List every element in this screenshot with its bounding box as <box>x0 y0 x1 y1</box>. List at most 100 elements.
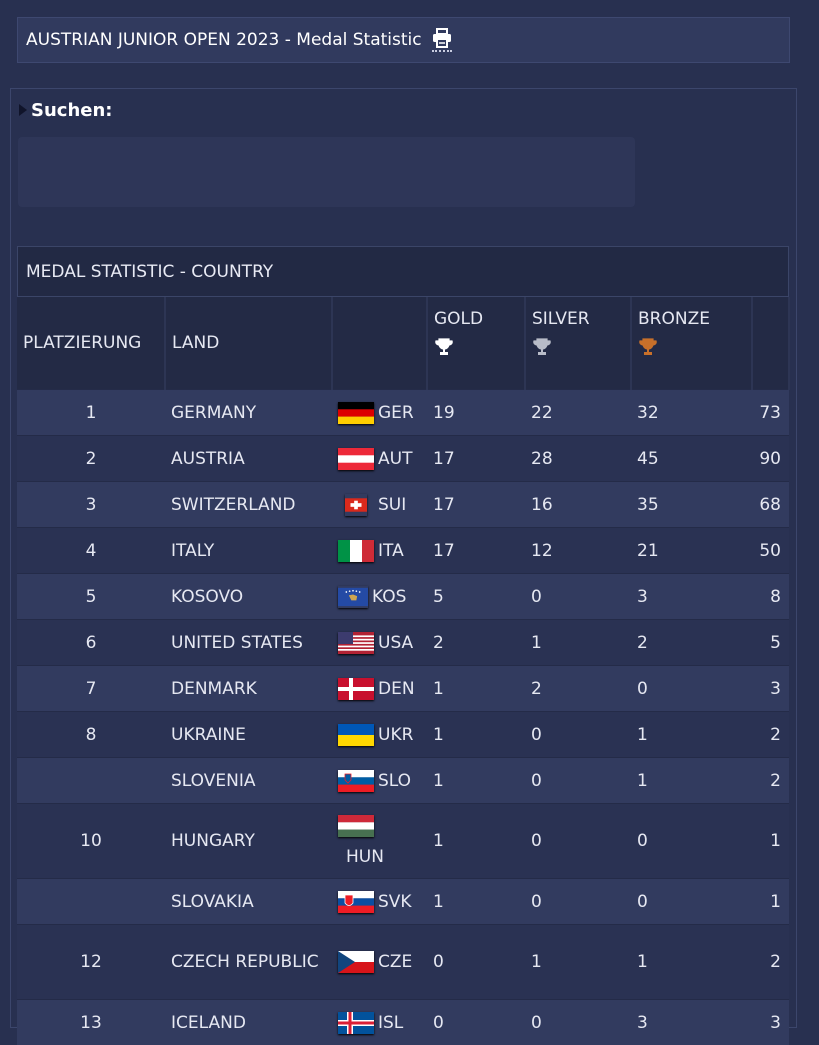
search-area[interactable] <box>18 137 635 207</box>
gold-cell: 1 <box>427 666 525 712</box>
total-cell: 2 <box>752 925 789 1000</box>
table-row: SLOVENIA SLO 1 0 1 2 <box>17 758 789 804</box>
table-row: 5 KOSOVO KOS 5 0 3 8 <box>17 574 789 620</box>
flag-cell: SUI <box>332 482 427 528</box>
gold-cell: 17 <box>427 528 525 574</box>
country-cell: UNITED STATES <box>165 620 332 666</box>
bronze-cell: 1 <box>631 925 752 1000</box>
flag-cell: KOS <box>332 574 427 620</box>
table-row: 1 GERMANY GER 19 22 32 73 <box>17 390 789 436</box>
czech-flag-icon <box>338 951 374 973</box>
silver-cell: 2 <box>525 666 631 712</box>
table-row: 3 SWITZERLAND SUI 17 16 35 68 <box>17 482 789 528</box>
rank-cell: 12 <box>17 925 165 1000</box>
country-code: AUT <box>378 449 412 469</box>
col-country-header[interactable]: LAND <box>165 297 332 390</box>
print-icon[interactable] <box>432 28 452 52</box>
country-code: KOS <box>372 587 406 607</box>
flag-cell: SVK <box>332 879 427 925</box>
col-gold-header[interactable]: GOLD <box>427 297 525 390</box>
country-code: HUN <box>338 847 421 867</box>
silver-cell: 0 <box>525 574 631 620</box>
flag-cell: ITA <box>332 528 427 574</box>
silver-header-label: SILVER <box>532 309 590 329</box>
total-cell: 2 <box>752 712 789 758</box>
hungary-flag-icon <box>338 815 374 837</box>
country-code: ISL <box>378 1013 403 1033</box>
gold-cell: 1 <box>427 758 525 804</box>
total-cell: 73 <box>752 390 789 436</box>
bronze-cell: 2 <box>631 620 752 666</box>
flag-cell: HUN <box>332 804 427 879</box>
search-label: Suchen: <box>31 100 112 121</box>
caret-right-icon <box>19 104 27 116</box>
rank-cell <box>17 758 165 804</box>
country-code: SLO <box>378 771 411 791</box>
total-cell: 50 <box>752 528 789 574</box>
country-code: ITA <box>378 541 404 561</box>
search-toggle[interactable]: Suchen: <box>19 100 112 121</box>
silver-cell: 0 <box>525 712 631 758</box>
gold-cell: 5 <box>427 574 525 620</box>
total-cell: 3 <box>752 1000 789 1045</box>
country-cell: SLOVENIA <box>165 758 332 804</box>
switzerland-flag-icon <box>345 494 367 516</box>
gold-cell: 1 <box>427 712 525 758</box>
rank-cell: 8 <box>17 712 165 758</box>
total-cell: 5 <box>752 620 789 666</box>
country-cell: ITALY <box>165 528 332 574</box>
country-cell: KOSOVO <box>165 574 332 620</box>
table-row: 12 CZECH REPUBLIC CZE 0 1 1 2 <box>17 925 789 1000</box>
gold-cell: 17 <box>427 436 525 482</box>
rank-cell: 10 <box>17 804 165 879</box>
table-row: 7 DENMARK DEN 1 2 0 3 <box>17 666 789 712</box>
bronze-cell: 35 <box>631 482 752 528</box>
total-cell: 1 <box>752 804 789 879</box>
total-cell: 3 <box>752 666 789 712</box>
flag-cell: USA <box>332 620 427 666</box>
bronze-cell: 1 <box>631 758 752 804</box>
page-title-bar: AUSTRIAN JUNIOR OPEN 2023 - Medal Statis… <box>17 17 790 63</box>
total-cell: 8 <box>752 574 789 620</box>
denmark-flag-icon <box>338 678 374 700</box>
country-code: GER <box>378 403 414 423</box>
bronze-cell: 0 <box>631 804 752 879</box>
bronze-cell: 0 <box>631 879 752 925</box>
slovakia-flag-icon <box>338 891 374 913</box>
silver-cell: 28 <box>525 436 631 482</box>
gold-header-label: GOLD <box>434 309 483 329</box>
rank-cell: 3 <box>17 482 165 528</box>
usa-flag-icon <box>338 632 374 654</box>
total-cell: 68 <box>752 482 789 528</box>
gold-cell: 19 <box>427 390 525 436</box>
country-code: CZE <box>378 952 412 972</box>
total-cell: 1 <box>752 879 789 925</box>
table-header-row: PLATZIERUNG LAND GOLD SILVER BRONZE <box>17 297 789 390</box>
col-bronze-header[interactable]: BRONZE <box>631 297 752 390</box>
italy-flag-icon <box>338 540 374 562</box>
country-code: DEN <box>378 679 415 699</box>
rank-cell: 13 <box>17 1000 165 1045</box>
bronze-trophy-icon <box>638 337 658 357</box>
austria-flag-icon <box>338 448 374 470</box>
table-row: 2 AUSTRIA AUT 17 28 45 90 <box>17 436 789 482</box>
rank-cell: 1 <box>17 390 165 436</box>
bronze-cell: 0 <box>631 666 752 712</box>
country-code: SVK <box>378 892 412 912</box>
total-cell: 90 <box>752 436 789 482</box>
silver-cell: 16 <box>525 482 631 528</box>
country-cell: SWITZERLAND <box>165 482 332 528</box>
col-silver-header[interactable]: SILVER <box>525 297 631 390</box>
country-cell: SLOVAKIA <box>165 879 332 925</box>
silver-cell: 0 <box>525 879 631 925</box>
gold-cell: 17 <box>427 482 525 528</box>
flag-cell: SLO <box>332 758 427 804</box>
flag-cell: AUT <box>332 436 427 482</box>
silver-cell: 0 <box>525 758 631 804</box>
country-cell: HUNGARY <box>165 804 332 879</box>
germany-flag-icon <box>338 402 374 424</box>
medal-table: PLATZIERUNG LAND GOLD SILVER BRONZE <box>17 297 790 1045</box>
rank-cell: 5 <box>17 574 165 620</box>
iceland-flag-icon <box>338 1012 374 1034</box>
col-rank-header[interactable]: PLATZIERUNG <box>17 297 165 390</box>
